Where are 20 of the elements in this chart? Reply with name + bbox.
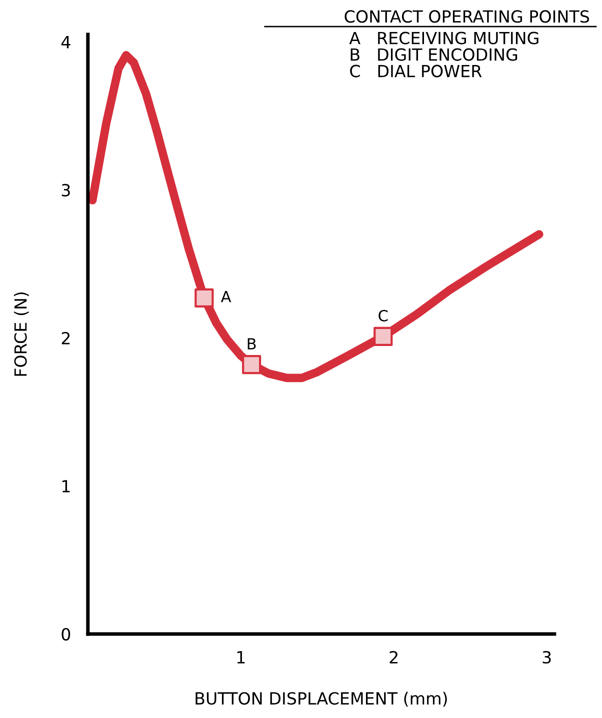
point: [194, 288, 214, 308]
annotation: C DIAL POWER: [350, 64, 482, 78]
annotation: C: [378, 310, 388, 322]
annotation: B DIGIT ENCODING: [350, 48, 518, 61]
annotation: B: [248, 338, 256, 350]
x-tick-label: 3: [542, 650, 551, 664]
y-tick-label: 3: [62, 184, 70, 196]
point: [374, 326, 393, 346]
y-tick-label: 2: [62, 332, 70, 344]
point: [242, 355, 262, 374]
x-tick-label: 1: [237, 651, 245, 664]
annotation: A: [220, 291, 232, 302]
chart-title: CONTACT OPERATING POINTS: [344, 10, 590, 23]
y-tick-label: 4: [61, 36, 70, 48]
annotation: A RECEIVING MUTING: [349, 32, 538, 44]
y-axis-title: FORCE (N): [14, 292, 29, 376]
x-tick-label: 2: [390, 650, 398, 664]
y-tick-label: 0: [62, 628, 70, 641]
x-axis-title: BUTTON DISPLACEMENT (mm): [196, 692, 447, 707]
y-tick-label: 1: [62, 480, 70, 492]
